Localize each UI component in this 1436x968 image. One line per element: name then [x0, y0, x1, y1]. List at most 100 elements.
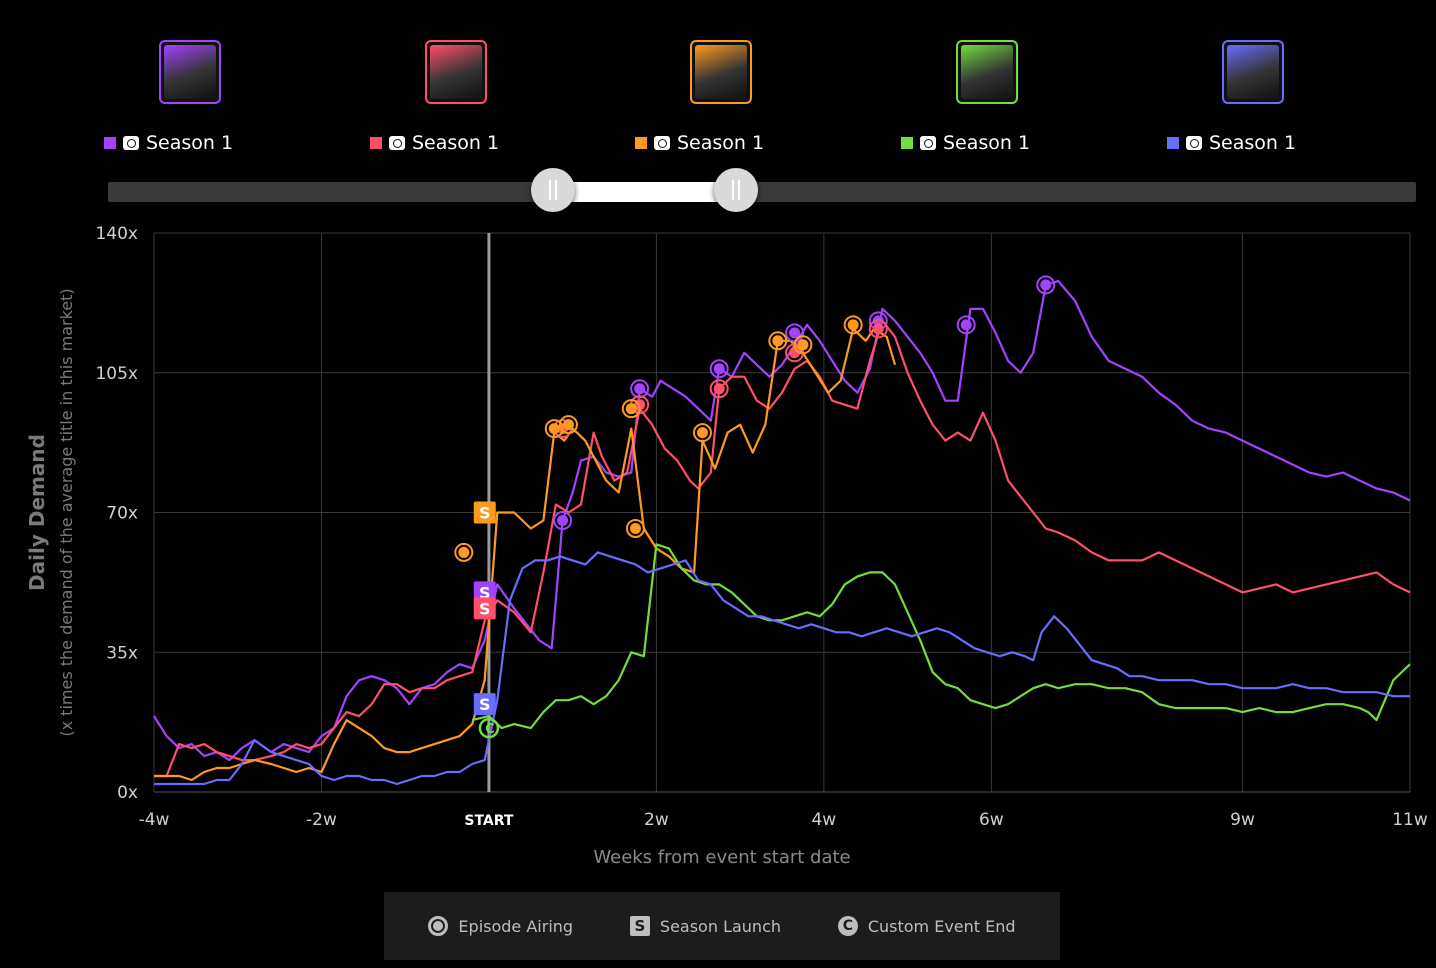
y-tick-label: 140x	[95, 224, 138, 244]
chart-legend: Episode Airing S Season Launch C Custom …	[384, 892, 1060, 960]
season-label: Season 1	[677, 132, 765, 154]
legend-season-launch: S Season Launch	[629, 916, 781, 936]
poster-image	[961, 45, 1013, 99]
episode-airing-marker-dot	[458, 546, 470, 558]
series-color-swatch	[104, 137, 116, 149]
episode-airing-marker-dot	[1040, 279, 1052, 291]
season-label-row: Season 1	[635, 132, 764, 154]
episode-airing-marker-dot	[629, 522, 641, 534]
range-selected-segment	[552, 182, 736, 202]
legend-custom-event-end: C Custom Event End	[837, 916, 1016, 936]
episode-airing-marker	[956, 315, 976, 335]
series-line-2	[154, 319, 1411, 778]
series-line-5	[154, 551, 1410, 786]
custom-event-end-marker	[478, 717, 500, 739]
season-label-row: Season 1	[370, 132, 499, 154]
episode-airing-marker-dot	[789, 327, 801, 339]
globe-icon	[123, 136, 139, 150]
series-line-4	[471, 543, 1411, 730]
episode-airing-marker-dot	[562, 419, 574, 431]
legend-episode-airing: Episode Airing	[428, 916, 573, 936]
episode-airing-marker-dot	[872, 323, 884, 335]
range-handle-start[interactable]	[530, 168, 575, 212]
episode-airing-marker	[630, 379, 650, 399]
x-tick-label: 11w	[1392, 810, 1428, 830]
custom-event-end-icon: C	[837, 916, 858, 936]
season-label: Season 1	[943, 132, 1031, 154]
globe-icon	[1186, 136, 1202, 150]
x-tick-label: 4w	[811, 810, 836, 830]
season-label-row: Season 1	[1167, 132, 1296, 154]
episode-airing-marker-dot	[847, 319, 859, 331]
poster-image	[430, 45, 482, 99]
poster-wandavision[interactable]	[159, 40, 221, 104]
x-axis-title: Weeks from event start date	[593, 847, 850, 868]
series-line-3	[154, 327, 897, 782]
season-label: Season 1	[412, 132, 500, 154]
episode-airing-marker-dot	[634, 383, 646, 395]
episode-airing-marker-dot	[696, 427, 708, 439]
episode-airing-marker-dot	[797, 339, 809, 351]
season-launch-marker	[473, 597, 496, 620]
episode-airing-marker-dot	[625, 403, 637, 415]
y-tick-label: 0x	[117, 783, 138, 803]
series-color-swatch	[1167, 137, 1179, 149]
legend-custom-event-end-label: Custom Event End	[867, 916, 1016, 936]
title-card[interactable]: Season 1	[370, 40, 516, 160]
x-tick-label: -4w	[139, 810, 170, 830]
episode-airing-marker	[558, 415, 578, 435]
title-card[interactable]: Season 1	[1167, 40, 1313, 160]
episode-airing-marker-dot	[557, 514, 569, 526]
episode-airing-marker-dot	[713, 383, 725, 395]
episode-airing-icon	[428, 916, 449, 936]
legend-season-launch-label: Season Launch	[659, 916, 781, 936]
season-label: Season 1	[1209, 132, 1297, 154]
season-launch-marker-letter: S	[479, 695, 491, 714]
title-selector-row: Season 1 Season 1 Season 1 Season 1 Season 1	[0, 0, 1436, 170]
poster-image	[1227, 45, 1279, 99]
season-launch-icon: S	[629, 916, 650, 936]
y-axis-subtitle: (x times the demand of the average title…	[57, 288, 76, 736]
x-tick-label: 6w	[979, 810, 1004, 830]
y-tick-label: 35x	[106, 643, 138, 663]
x-tick-label: 2w	[644, 810, 669, 830]
poster-falcon-winter-soldier[interactable]	[425, 40, 487, 104]
range-handle-end[interactable]	[713, 168, 758, 212]
title-card[interactable]: Season 1	[104, 40, 250, 160]
episode-airing-marker	[553, 510, 573, 530]
season-launch-marker-letter: S	[479, 583, 491, 602]
season-launch-marker-letter: S	[479, 599, 491, 618]
episode-airing-marker-dot	[772, 335, 784, 347]
episode-airing-marker	[843, 315, 863, 335]
episode-airing-marker	[768, 331, 788, 351]
title-card[interactable]: Season 1	[635, 40, 781, 160]
series-color-swatch	[370, 137, 382, 149]
episode-airing-marker	[621, 399, 641, 419]
series-line-1	[153, 279, 1411, 762]
episode-airing-marker	[692, 423, 712, 443]
y-tick-label: 105x	[95, 364, 138, 384]
episode-airing-marker	[709, 359, 729, 379]
season-label: Season 1	[146, 132, 234, 154]
episode-airing-marker-dot	[713, 363, 725, 375]
x-tick-label: -2w	[306, 810, 337, 830]
poster-daredevil[interactable]	[956, 40, 1018, 104]
legend-episode-airing-label: Episode Airing	[458, 916, 574, 936]
episode-airing-marker	[793, 335, 813, 355]
episode-airing-marker	[868, 319, 888, 339]
series-color-swatch	[901, 137, 913, 149]
globe-icon	[389, 136, 405, 150]
episode-airing-marker	[1036, 275, 1056, 295]
poster-umbrella-academy[interactable]	[1222, 40, 1284, 104]
episode-airing-marker-dot	[960, 319, 972, 331]
date-range-slider[interactable]	[108, 168, 1416, 212]
globe-icon	[654, 136, 670, 150]
season-launch-marker-letter: S	[479, 504, 491, 523]
season-launch-marker	[473, 501, 496, 524]
y-axis-title: Daily Demand	[25, 434, 49, 591]
season-label-row: Season 1	[901, 132, 1030, 154]
globe-icon	[920, 136, 936, 150]
episode-airing-marker-dot	[548, 423, 560, 435]
title-card[interactable]: Season 1	[901, 40, 1047, 160]
poster-loki[interactable]	[690, 40, 752, 104]
